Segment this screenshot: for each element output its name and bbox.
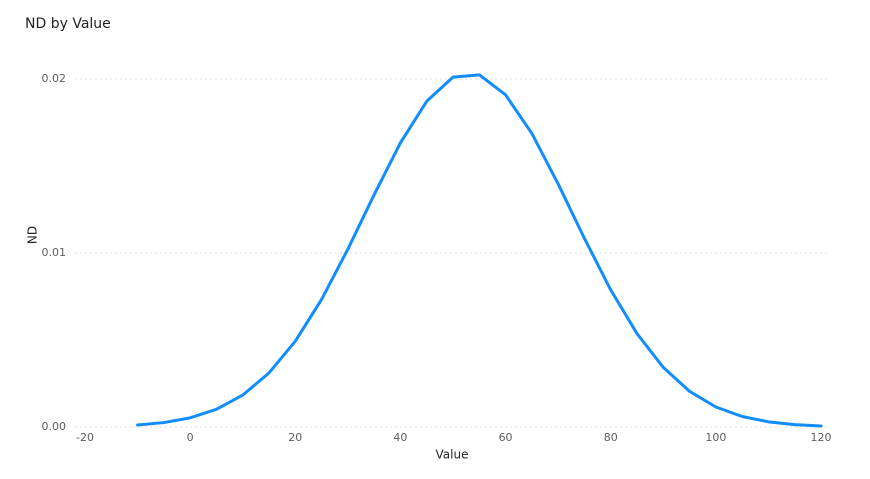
y-axis-title: ND xyxy=(26,226,40,244)
x-tick-label: 120 xyxy=(811,431,832,444)
y-tick-label: 0.01 xyxy=(42,246,67,259)
x-tick-label: 0 xyxy=(187,431,194,444)
line xyxy=(136,73,823,428)
chart-title: ND by Value xyxy=(25,16,111,32)
x-axis-title: Value xyxy=(436,448,469,462)
x-tick-label: 20 xyxy=(288,431,302,444)
x-tick-label: -20 xyxy=(76,431,94,444)
x-tick-label: 40 xyxy=(393,431,407,444)
y-tick-label: 0.00 xyxy=(42,420,67,433)
x-tick-label: 100 xyxy=(705,431,726,444)
x-tick-label: 60 xyxy=(499,431,513,444)
x-tick-label: 80 xyxy=(604,431,618,444)
y-tick-label: 0.02 xyxy=(42,72,67,85)
